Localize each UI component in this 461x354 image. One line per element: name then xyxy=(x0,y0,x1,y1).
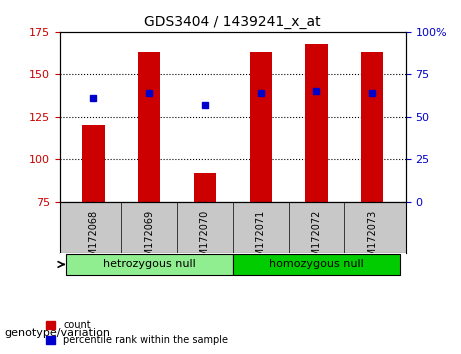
Bar xyxy=(305,44,328,202)
Bar xyxy=(249,52,272,202)
Title: GDS3404 / 1439241_x_at: GDS3404 / 1439241_x_at xyxy=(144,16,321,29)
Text: hetrozygous null: hetrozygous null xyxy=(103,259,195,269)
Text: GSM172069: GSM172069 xyxy=(144,210,154,269)
Text: homozygous null: homozygous null xyxy=(269,259,364,269)
Legend: count, percentile rank within the sample: count, percentile rank within the sample xyxy=(42,316,232,349)
Bar xyxy=(138,52,160,202)
Text: GSM172068: GSM172068 xyxy=(89,210,98,269)
Text: GSM172073: GSM172073 xyxy=(367,210,377,269)
Bar xyxy=(361,52,384,202)
Bar xyxy=(194,173,216,202)
Text: GSM172071: GSM172071 xyxy=(256,210,266,269)
Text: genotype/variation: genotype/variation xyxy=(5,328,111,338)
Bar xyxy=(82,125,105,202)
FancyBboxPatch shape xyxy=(233,254,400,275)
FancyBboxPatch shape xyxy=(65,254,233,275)
Text: GSM172070: GSM172070 xyxy=(200,210,210,269)
Text: GSM172072: GSM172072 xyxy=(312,210,321,269)
